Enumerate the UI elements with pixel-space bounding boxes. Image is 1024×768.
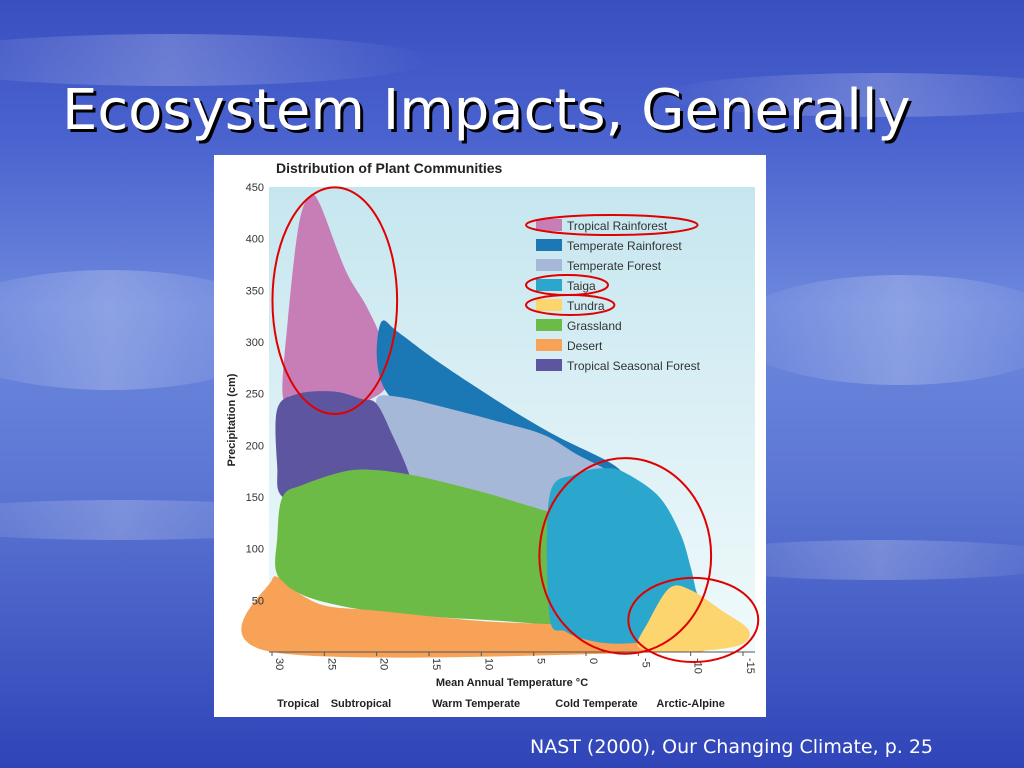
x-tick-label: -15 [744, 658, 756, 674]
climate-zone-warm-temperate: Warm Temperate [432, 698, 520, 710]
source-citation: NAST (2000), Our Changing Climate, p. 25 [530, 736, 934, 758]
highlight-region-taiga [538, 457, 713, 655]
x-tick-label: -5 [639, 658, 651, 668]
legend-label-temperate-rainforest: Temperate Rainforest [567, 239, 682, 253]
region-grassland [275, 469, 613, 627]
legend-swatch-tropical-seasonal-forest [536, 359, 562, 371]
x-tick-label: 20 [378, 658, 390, 670]
climate-zone-tropical: Tropical [277, 698, 319, 710]
x-tick-label: -10 [692, 658, 704, 674]
legend-label-tundra: Tundra [567, 299, 605, 313]
x-tick-label: 30 [273, 658, 285, 670]
y-tick-label: 300 [246, 337, 264, 349]
y-tick-label: 250 [246, 389, 264, 401]
y-tick-label: 350 [246, 285, 264, 297]
region-temperate-rainforest [376, 320, 623, 478]
legend-label-grassland: Grassland [567, 319, 622, 333]
highlight-region-tropical-rainforest [271, 186, 399, 416]
legend-label-tropical-seasonal-forest: Tropical Seasonal Forest [567, 359, 701, 373]
legend-label-temperate-forest: Temperate Forest [567, 259, 662, 273]
highlight-legend-tundra [525, 294, 616, 316]
legend-swatch-grassland [536, 319, 562, 331]
highlight-legend-tropical-rainforest [525, 214, 699, 236]
y-tick-label: 50 [252, 595, 264, 607]
climate-zone-arctic-alpine: Arctic-Alpine [656, 698, 724, 710]
legend-swatch-tundra [536, 299, 562, 311]
highlight-circles [271, 186, 760, 664]
legend-label-desert: Desert [567, 339, 603, 353]
legend: Tropical Rainforest Temperate Rainforest T… [536, 219, 701, 373]
x-tick-label: 10 [482, 658, 494, 670]
region-tropical-rainforest [282, 193, 388, 405]
y-tick-label: 400 [246, 234, 264, 246]
legend-swatch-desert [536, 339, 562, 351]
y-tick-label: 200 [246, 440, 264, 452]
legend-label-tropical-rainforest: Tropical Rainforest [567, 219, 668, 233]
legend-swatch-tropical-rainforest [536, 219, 562, 231]
plant-communities-chart: Distribution of Plant Communities 501001… [226, 160, 760, 710]
legend-label-taiga: Taiga [567, 279, 596, 293]
slide-title: Ecosystem Impacts, Generally [62, 78, 911, 143]
x-tick-label: 0 [587, 658, 599, 664]
y-axis-ticks: 50 100 150 200 250 300 350 400 450 [246, 182, 264, 607]
chart-title: Distribution of Plant Communities [276, 160, 503, 176]
x-axis-ticks: 30 25 20 15 10 5 0 -5 -10 -15 [271, 652, 756, 674]
highlight-region-tundra [627, 576, 760, 664]
legend-swatch-temperate-rainforest [536, 239, 562, 251]
chart-figure: Distribution of Plant Communities 50 100 1… [214, 155, 766, 717]
climate-zone-subtropical: Subtropical [331, 698, 392, 710]
legend-swatch-temperate-forest [536, 259, 562, 271]
x-axis-label: Mean Annual Temperature °C [436, 677, 588, 689]
legend-swatch-taiga [536, 279, 562, 291]
climate-zone-labels: Tropical Subtropical Warm Temperate Cold Te… [277, 698, 725, 710]
biome-regions [241, 193, 750, 658]
x-tick-label: 5 [535, 658, 547, 664]
y-tick-label: 450 [246, 182, 264, 194]
y-tick-label: 100 [246, 544, 264, 556]
climate-zone-cold-temperate: Cold Temperate [555, 698, 637, 710]
x-tick-label: 15 [430, 658, 442, 670]
y-axis-label: Precipitation (cm) [226, 373, 238, 466]
region-tundra [637, 585, 750, 653]
y-tick-label: 150 [246, 492, 264, 504]
x-tick-label: 25 [325, 658, 337, 670]
